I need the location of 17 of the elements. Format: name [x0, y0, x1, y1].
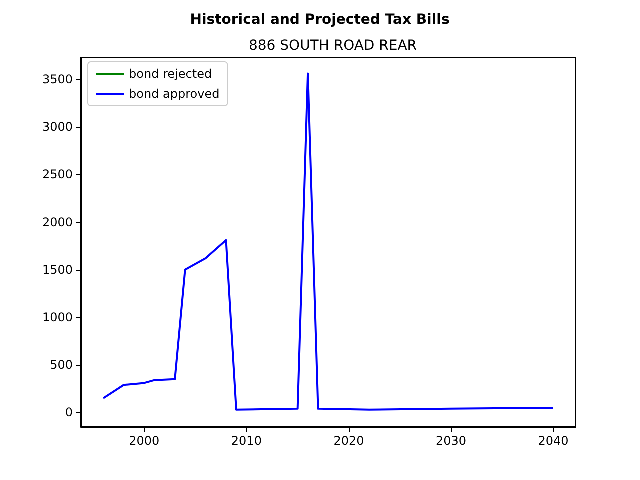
chart-subtitle: 886 SOUTH ROAD REAR — [248, 38, 418, 54]
y-tick-label: 1500 — [42, 262, 73, 277]
legend-label: bond rejected — [129, 67, 212, 81]
y-tick-label: 2500 — [42, 168, 73, 182]
y-tick-label: 0 — [65, 406, 73, 420]
y-tick-label: 2000 — [42, 215, 73, 230]
x-tick-label: 2030 — [436, 434, 466, 448]
x-tick-label: 2020 — [334, 434, 364, 448]
y-tick-label: 3000 — [42, 120, 73, 134]
chart-title: Historical and Projected Tax Bills — [190, 12, 450, 28]
y-tick-label: 1000 — [42, 310, 73, 324]
x-tick-label: 2010 — [231, 434, 262, 448]
y-tick-label: 500 — [50, 358, 73, 372]
x-tick-label: 2040 — [538, 434, 569, 448]
y-tick-label: 3500 — [42, 72, 73, 86]
legend-label: bond approved — [129, 87, 220, 101]
x-tick-label: 2000 — [129, 434, 160, 448]
